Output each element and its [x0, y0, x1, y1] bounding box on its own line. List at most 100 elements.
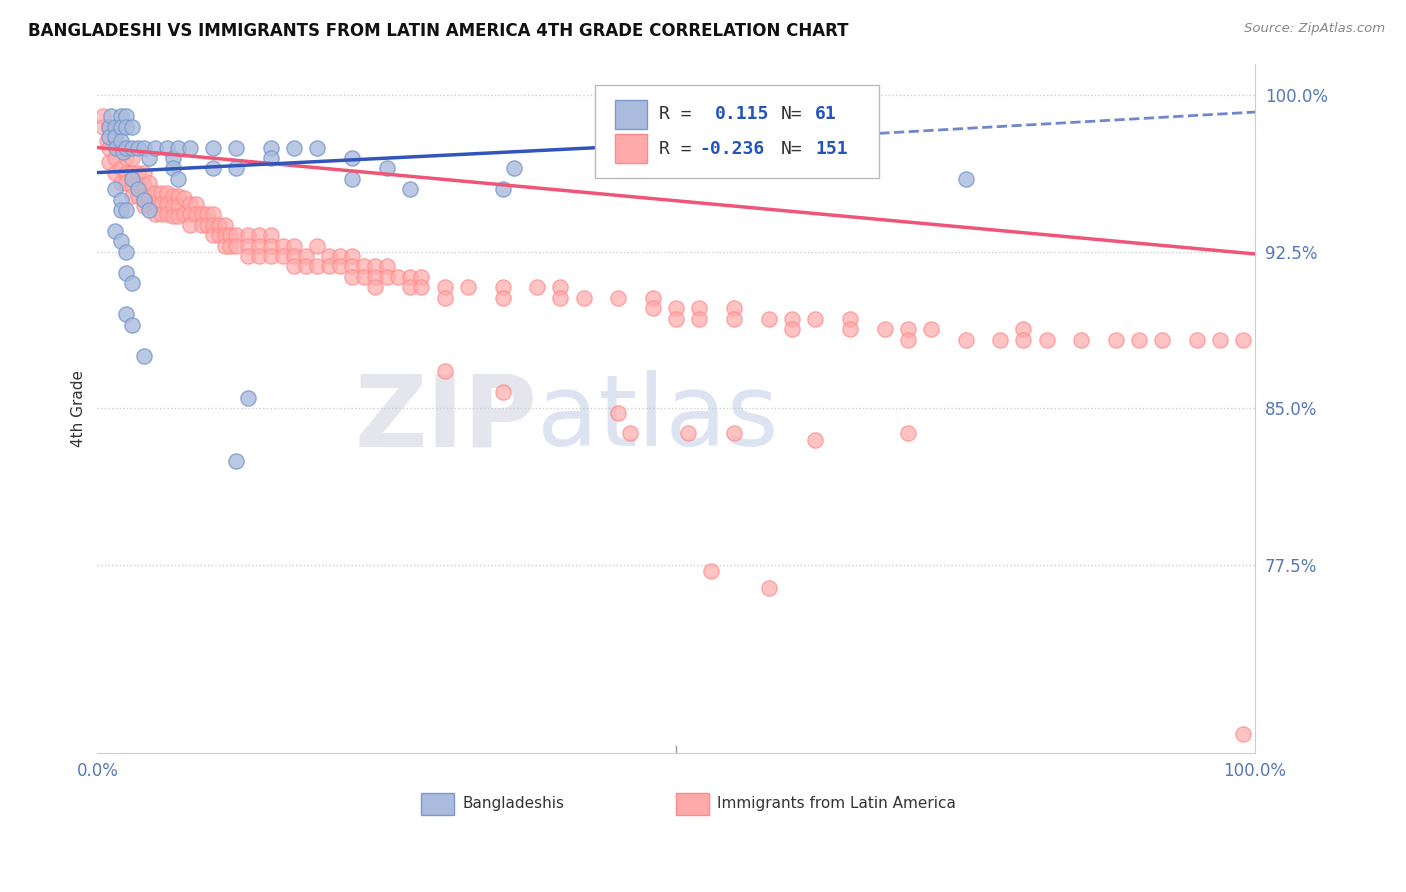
Point — [96, 134, 118, 148]
Point — [897, 426, 920, 441]
Point — [132, 193, 155, 207]
Point — [179, 207, 201, 221]
Point — [1232, 333, 1254, 347]
Point — [399, 182, 422, 196]
Text: BANGLADESHI VS IMMIGRANTS FROM LATIN AMERICA 4TH GRADE CORRELATION CHART: BANGLADESHI VS IMMIGRANTS FROM LATIN AME… — [28, 22, 849, 40]
Point — [100, 109, 122, 123]
Point — [236, 238, 259, 252]
Point — [156, 207, 179, 221]
Point — [138, 188, 160, 202]
Point — [91, 109, 114, 123]
Point — [340, 260, 363, 274]
Point — [491, 182, 513, 196]
Point — [804, 311, 827, 326]
Point — [150, 207, 173, 221]
Text: R =: R = — [659, 140, 703, 158]
FancyBboxPatch shape — [595, 85, 879, 178]
Point — [329, 260, 352, 274]
Point — [167, 199, 190, 213]
Point — [115, 165, 138, 179]
Point — [214, 218, 236, 232]
Point — [294, 260, 316, 274]
Point — [411, 269, 433, 284]
Point — [375, 269, 398, 284]
Point — [780, 311, 803, 326]
Point — [104, 224, 127, 238]
Point — [162, 151, 184, 165]
Point — [195, 218, 218, 232]
Point — [283, 140, 305, 154]
Point — [190, 207, 212, 221]
Point — [411, 280, 433, 294]
Point — [173, 191, 195, 205]
Text: ZIP: ZIP — [354, 370, 537, 467]
Point — [758, 311, 780, 326]
Point — [132, 188, 155, 202]
Text: N=: N= — [780, 140, 801, 158]
Point — [127, 140, 149, 154]
Point — [156, 140, 179, 154]
Point — [121, 120, 143, 134]
Point — [138, 151, 160, 165]
Point — [121, 140, 143, 154]
Point — [1012, 333, 1035, 347]
Point — [219, 238, 242, 252]
Point — [104, 165, 127, 179]
Point — [260, 238, 283, 252]
Point — [1012, 322, 1035, 336]
Point — [236, 249, 259, 263]
Point — [457, 280, 479, 294]
Point — [271, 249, 294, 263]
Text: N=: N= — [780, 105, 801, 123]
Point — [121, 188, 143, 202]
Point — [1035, 333, 1057, 347]
Text: Source: ZipAtlas.com: Source: ZipAtlas.com — [1244, 22, 1385, 36]
Point — [121, 171, 143, 186]
Point — [353, 269, 375, 284]
Point — [307, 260, 329, 274]
Point — [340, 249, 363, 263]
Point — [491, 384, 513, 399]
Point — [110, 203, 132, 218]
Point — [1105, 333, 1128, 347]
Point — [260, 140, 283, 154]
Point — [249, 228, 271, 243]
Point — [225, 161, 247, 176]
Point — [723, 301, 745, 316]
Point — [607, 406, 630, 420]
Point — [202, 161, 225, 176]
Point — [665, 311, 688, 326]
Point — [121, 318, 143, 332]
Point — [132, 165, 155, 179]
Point — [115, 266, 138, 280]
Point — [110, 140, 132, 154]
Text: 151: 151 — [815, 140, 848, 158]
Point — [167, 171, 190, 186]
Point — [97, 130, 120, 145]
Point — [375, 260, 398, 274]
Point — [607, 291, 630, 305]
Point — [121, 276, 143, 290]
Point — [236, 228, 259, 243]
Point — [179, 218, 201, 232]
Point — [143, 197, 166, 211]
Point — [318, 249, 340, 263]
Point — [988, 333, 1011, 347]
Point — [955, 333, 977, 347]
Point — [115, 244, 138, 259]
Point — [162, 210, 184, 224]
Point — [433, 280, 456, 294]
Point — [104, 151, 127, 165]
Point — [202, 207, 225, 221]
Point — [104, 130, 127, 145]
Point — [97, 120, 120, 134]
Point — [433, 291, 456, 305]
Point — [688, 311, 710, 326]
Text: R =: R = — [659, 105, 703, 123]
Point — [260, 151, 283, 165]
Point — [1070, 333, 1092, 347]
Point — [143, 186, 166, 201]
Point — [219, 228, 242, 243]
Point — [955, 171, 977, 186]
Point — [179, 140, 201, 154]
